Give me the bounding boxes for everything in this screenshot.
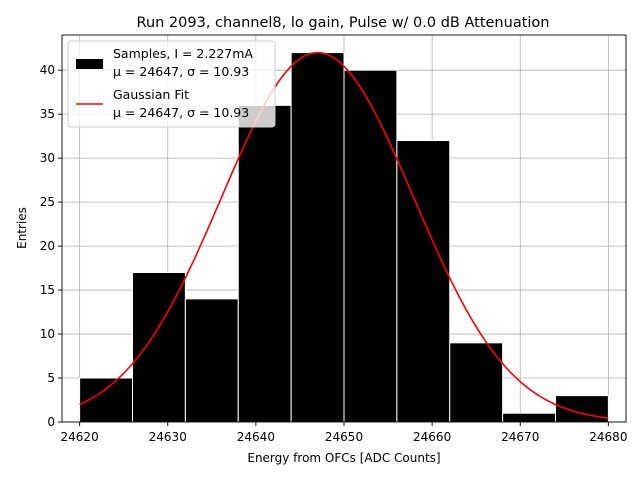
x-tick-label: 24630 — [149, 430, 187, 444]
legend-fit-label: Gaussian Fit — [113, 87, 189, 102]
legend-samples-stats: μ = 24647, σ = 10.93 — [113, 64, 249, 79]
x-tick-label: 24670 — [501, 430, 539, 444]
x-axis-label: Energy from OFCs [ADC Counts] — [247, 451, 440, 465]
histogram-bars — [79, 52, 609, 423]
histogram-bar — [237, 104, 292, 423]
y-tick-label: 0 — [47, 415, 55, 429]
x-tick-label: 24620 — [61, 430, 99, 444]
y-tick-label: 25 — [40, 195, 55, 209]
legend-box — [67, 40, 276, 128]
y-axis-ticks: 0 5 10 15 20 25 30 35 40 — [40, 63, 62, 429]
gaussian-fit — [79, 51, 609, 419]
histogram-bar — [290, 52, 345, 423]
chart-title: Run 2093, channel8, lo gain, Pulse w/ 0.… — [137, 15, 550, 31]
x-axis-ticks: 24620 24630 24640 24650 24660 24670 24680 — [61, 422, 627, 444]
x-tick-label: 24650 — [325, 430, 363, 444]
histogram-bar — [184, 298, 239, 423]
y-tick-label: 30 — [40, 151, 55, 165]
legend: Samples, I = 2.227mA μ = 24647, σ = 10.9… — [67, 40, 276, 128]
y-tick-label: 35 — [40, 107, 55, 121]
y-tick-label: 5 — [47, 371, 55, 385]
x-tick-label: 24680 — [589, 430, 627, 444]
y-tick-label: 20 — [40, 239, 55, 253]
x-tick-label: 24640 — [237, 430, 275, 444]
legend-fit-stats: μ = 24647, σ = 10.93 — [113, 105, 249, 120]
histogram-bar — [502, 412, 556, 423]
gaussian-fit-line — [79, 51, 609, 419]
histogram-bar — [396, 140, 451, 423]
y-tick-label: 15 — [40, 283, 55, 297]
legend-samples-swatch — [76, 59, 103, 69]
y-tick-label: 40 — [40, 63, 55, 77]
histogram-bar — [555, 395, 609, 423]
legend-samples-label: Samples, I = 2.227mA — [113, 46, 253, 61]
y-tick-label: 10 — [40, 327, 55, 341]
y-axis-label: Entries — [15, 207, 29, 249]
histogram-bar — [343, 69, 398, 423]
x-tick-label: 24660 — [413, 430, 451, 444]
